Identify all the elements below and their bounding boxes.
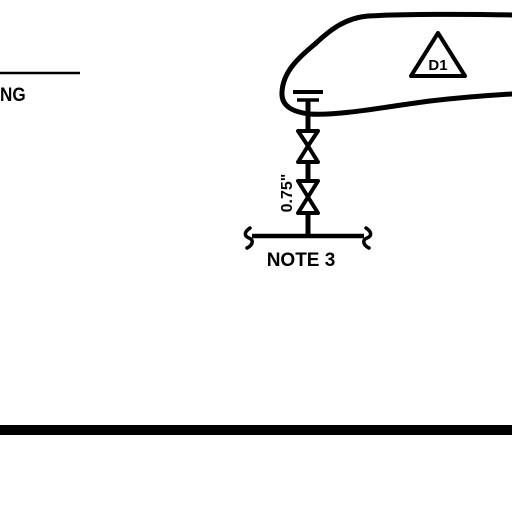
break-line-icon [362, 226, 373, 250]
revision-tag: D1 [428, 57, 447, 74]
revision-triangle-icon [409, 31, 467, 78]
pipe-size-label: 0.75" [279, 174, 296, 213]
break-line-icon [243, 226, 254, 250]
callout-bubble [279, 11, 512, 117]
border-line [0, 425, 512, 435]
pipe-cap-icon [293, 90, 323, 102]
gate-valve-icon [296, 129, 320, 164]
note-reference: NOTE 3 [267, 250, 336, 271]
top-left-label-fragment: NG [0, 84, 26, 105]
gate-valve-icon [296, 179, 320, 215]
